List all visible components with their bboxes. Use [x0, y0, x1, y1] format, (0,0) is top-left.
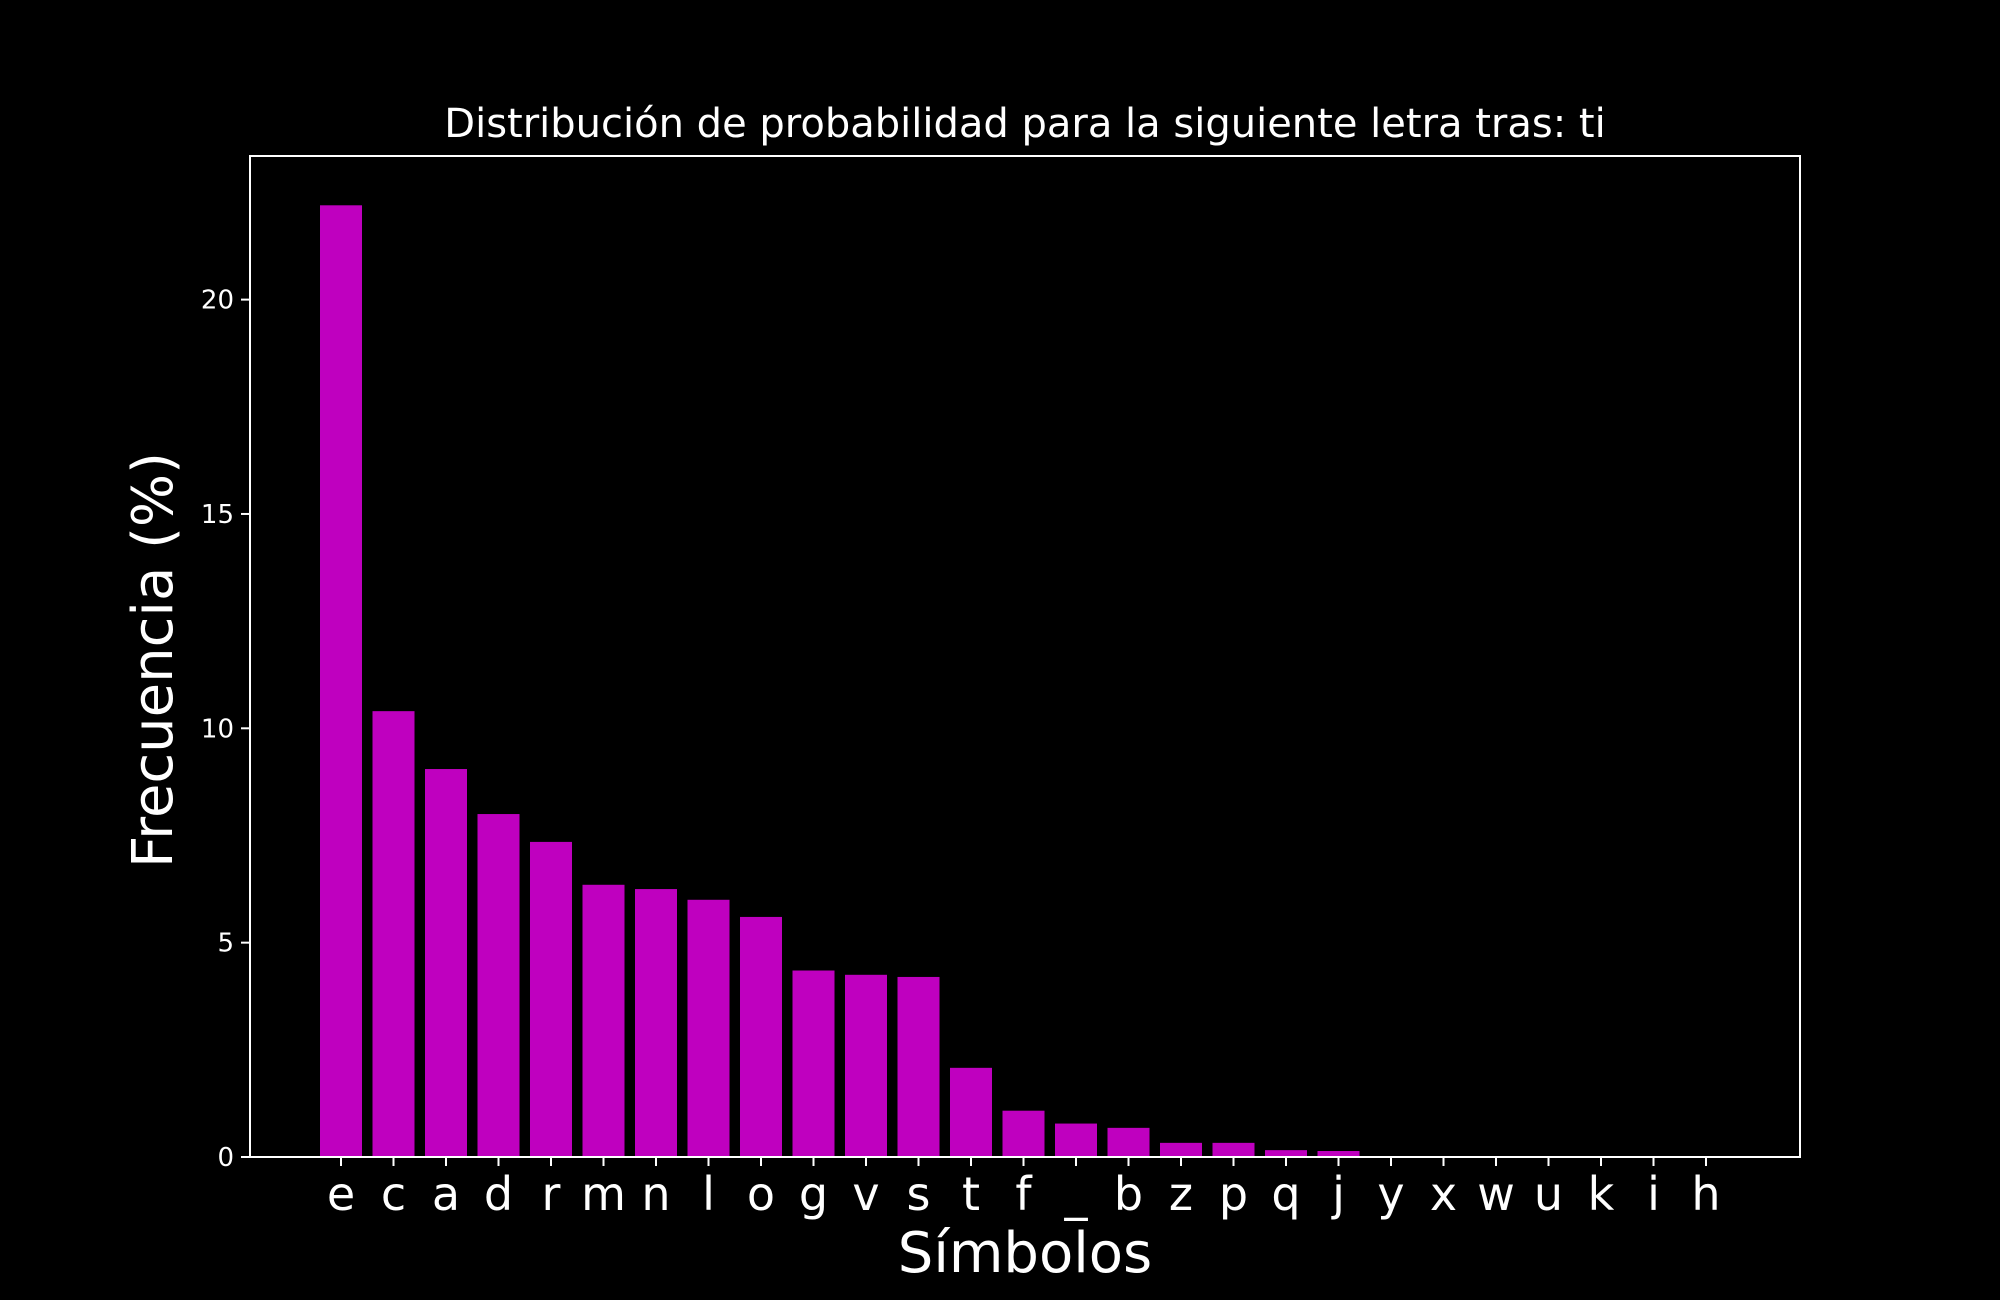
x-tick-label: f [1015, 1167, 1033, 1221]
x-tick-label: _ [1064, 1167, 1089, 1221]
x-tick-label: x [1430, 1167, 1457, 1221]
bar-a [425, 769, 467, 1157]
x-tick-label: t [962, 1167, 980, 1221]
y-tick-label: 5 [217, 929, 234, 959]
x-tick-label: d [484, 1167, 513, 1221]
y-tick-label: 0 [217, 1143, 234, 1173]
x-tick-label: y [1377, 1167, 1404, 1221]
bar-l [687, 899, 730, 1157]
bar-e [320, 205, 362, 1157]
x-tick-label: k [1588, 1167, 1615, 1221]
x-tick-label: s [907, 1167, 931, 1221]
x-tick-label: z [1169, 1167, 1193, 1221]
y-axis-label: Frecuencia (%) [121, 452, 186, 868]
x-tick-label: c [381, 1167, 406, 1221]
x-tick-label: q [1271, 1167, 1300, 1221]
x-tick-label: a [432, 1167, 460, 1221]
x-tick-label: u [1534, 1167, 1563, 1221]
y-tick-label: 20 [201, 286, 234, 316]
bar-m [582, 884, 625, 1157]
x-axis-label: Símbolos [898, 1221, 1152, 1286]
chart-title: Distribución de probabilidad para la sig… [444, 101, 1605, 147]
bar-g [792, 970, 835, 1157]
y-tick-label: 10 [201, 714, 234, 744]
bar-n [635, 889, 677, 1157]
x-tick-label: p [1219, 1167, 1248, 1221]
bar-b [1107, 1127, 1150, 1157]
bar-r [530, 841, 572, 1157]
bar-t [950, 1067, 992, 1157]
x-tick-label: h [1691, 1167, 1720, 1221]
x-tick-label: j [1331, 1167, 1345, 1221]
x-tick-label: e [327, 1167, 355, 1221]
plot-frame [249, 155, 1801, 1158]
bar-q [1265, 1150, 1307, 1157]
x-tick-label: v [852, 1167, 879, 1221]
x-tick-label: o [747, 1167, 775, 1221]
bar-s [897, 976, 940, 1157]
x-tick-label: i [1647, 1167, 1660, 1221]
bar-v [845, 974, 887, 1157]
bar-d [477, 814, 520, 1157]
x-axis: e c a d r m n l o g v s t f _ b z p q j y x w u k i h [327, 1157, 1721, 1221]
x-tick-label: n [641, 1167, 670, 1221]
bar-f [1002, 1110, 1045, 1157]
bar-z [1160, 1142, 1202, 1157]
x-tick-label: b [1114, 1167, 1143, 1221]
bar-j [1317, 1150, 1360, 1157]
bar-underscore [1055, 1123, 1097, 1157]
x-tick-label: w [1477, 1167, 1515, 1221]
x-tick-label: m [581, 1167, 626, 1221]
y-axis: 0 5 10 15 20 [201, 286, 250, 1173]
bar-o [740, 916, 782, 1157]
x-tick-label: g [799, 1167, 828, 1221]
y-tick-label: 15 [201, 500, 234, 530]
bar-c [372, 711, 415, 1157]
x-tick-label: r [542, 1167, 561, 1221]
bars-group [320, 205, 1360, 1157]
bar-p [1212, 1142, 1255, 1157]
x-tick-label: l [702, 1167, 715, 1221]
